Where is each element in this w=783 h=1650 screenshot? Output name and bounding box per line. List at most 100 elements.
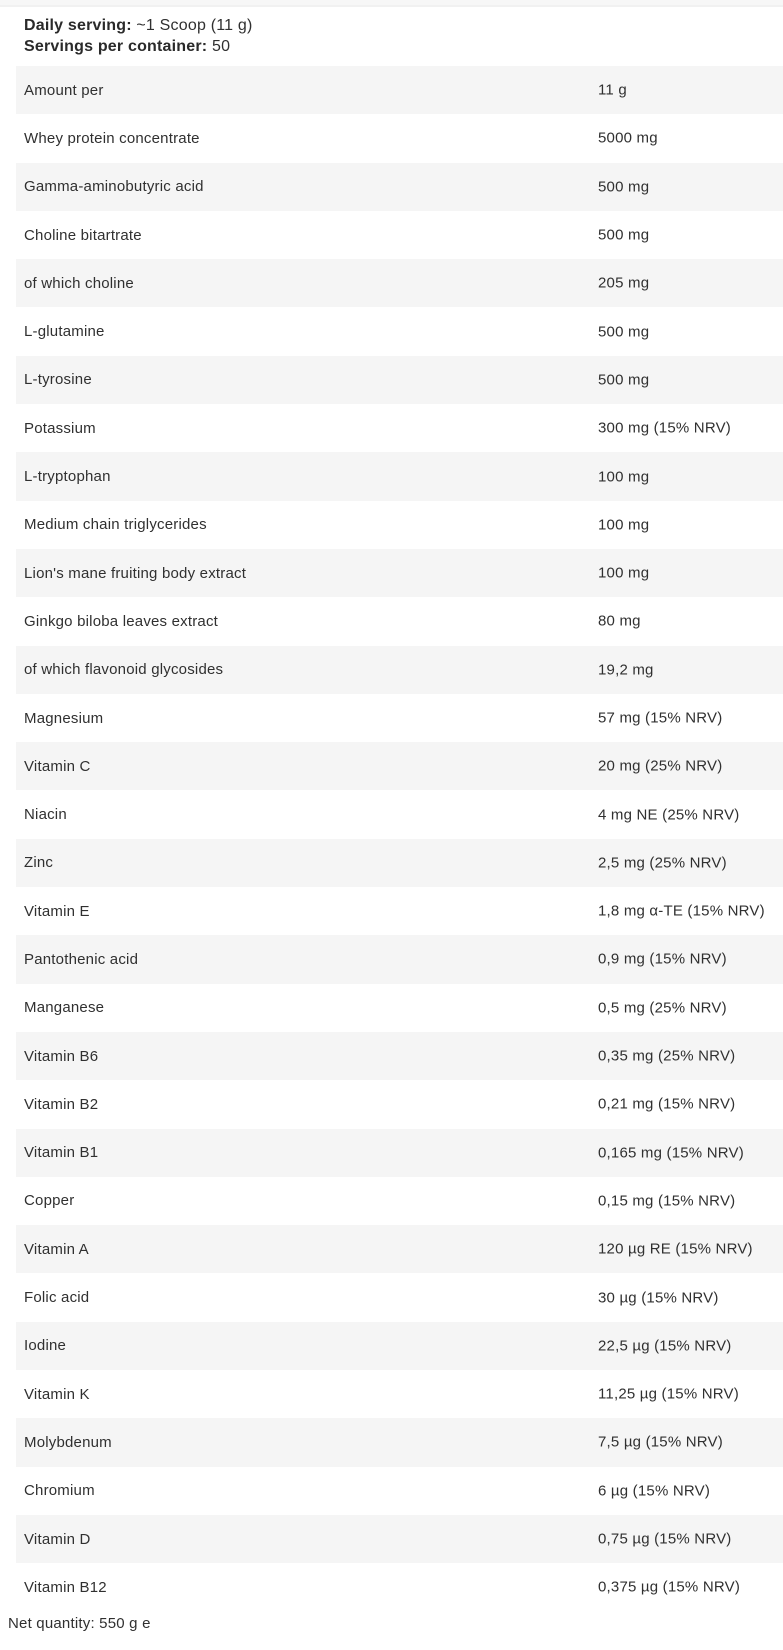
ingredient-name: of which flavonoid glycosides bbox=[24, 661, 224, 679]
ingredient-name: Folic acid bbox=[24, 1289, 90, 1307]
table-row: Vitamin B2 0,21 mg (15% NRV) bbox=[16, 1080, 783, 1129]
ingredient-name: Gamma-aminobutyric acid bbox=[24, 178, 204, 196]
table-row: Pantothenic acid 0,9 mg (15% NRV) bbox=[16, 935, 783, 984]
ingredient-amount: 0,375 µg (15% NRV) bbox=[598, 1578, 741, 1596]
table-row: Choline bitartrate 500 mg bbox=[16, 210, 783, 260]
table-row: Folic acid 30 µg (15% NRV) bbox=[16, 1273, 783, 1322]
table-row: Vitamin E 1,8 mg α-TE (15% NRV) bbox=[16, 887, 783, 936]
table-row: Vitamin A 120 µg RE (15% NRV) bbox=[16, 1225, 783, 1274]
ingredient-name: Copper bbox=[24, 1192, 75, 1210]
ingredient-name: Niacin bbox=[24, 806, 67, 824]
ingredient-amount: 100 mg bbox=[598, 564, 650, 582]
ingredient-name: Vitamin B6 bbox=[24, 1047, 99, 1065]
ingredient-name: Vitamin B2 bbox=[24, 1095, 99, 1113]
ingredient-amount: 0,35 mg (25% NRV) bbox=[598, 1047, 736, 1065]
ingredient-amount: 11,25 µg (15% NRV) bbox=[598, 1385, 739, 1403]
ingredient-name: Pantothenic acid bbox=[24, 950, 139, 968]
ingredient-name: L-tyrosine bbox=[24, 371, 92, 389]
ingredient-amount: 500 mg bbox=[598, 323, 650, 341]
ingredient-amount: 0,21 mg (15% NRV) bbox=[598, 1095, 736, 1113]
ingredient-amount: 22,5 µg (15% NRV) bbox=[598, 1337, 732, 1355]
table-row: Iodine 22,5 µg (15% NRV) bbox=[16, 1321, 783, 1371]
ingredient-amount: 500 mg bbox=[598, 226, 650, 244]
ingredient-name: Choline bitartrate bbox=[24, 226, 142, 244]
table-row: Magnesium 57 mg (15% NRV) bbox=[16, 693, 783, 743]
table-row: Molybdenum 7,5 µg (15% NRV) bbox=[16, 1418, 783, 1467]
ingredient-amount: 7,5 µg (15% NRV) bbox=[598, 1433, 723, 1451]
table-row: Ginkgo biloba leaves extract 80 mg bbox=[16, 597, 783, 646]
table-row: Manganese 0,5 mg (25% NRV) bbox=[16, 983, 783, 1032]
ingredient-name: Vitamin B1 bbox=[24, 1144, 99, 1162]
table-row: Gamma-aminobutyric acid 500 mg bbox=[16, 162, 783, 211]
ingredient-amount: 205 mg bbox=[598, 274, 650, 292]
table-row: Chromium 6 µg (15% NRV) bbox=[16, 1466, 783, 1515]
ingredient-amount: 5000 mg bbox=[598, 129, 658, 147]
ingredient-amount: 0,15 mg (15% NRV) bbox=[598, 1192, 736, 1210]
ingredient-name: Amount per bbox=[24, 81, 104, 99]
table-row: L-tryptophan 100 mg bbox=[16, 452, 783, 501]
ingredient-amount: 11 g bbox=[598, 81, 627, 99]
ingredient-name: Lion's mane fruiting body extract bbox=[24, 564, 247, 582]
ingredient-name: Vitamin E bbox=[24, 902, 90, 920]
ingredient-name: Iodine bbox=[24, 1337, 67, 1355]
top-divider bbox=[0, 0, 783, 7]
table-row: Vitamin B6 0,35 mg (25% NRV) bbox=[16, 1031, 783, 1081]
table-row: Vitamin B1 0,165 mg (15% NRV) bbox=[16, 1128, 783, 1177]
table-row: Lion's mane fruiting body extract 100 mg bbox=[16, 548, 783, 598]
table-row: of which choline 205 mg bbox=[16, 259, 783, 308]
ingredient-amount: 300 mg (15% NRV) bbox=[598, 419, 731, 437]
supplement-table: Amount per 11 g Whey protein concentrate 50… bbox=[16, 66, 783, 1612]
serving-header: Daily serving: ~1 Scoop (11 g) Servings … bbox=[24, 15, 253, 57]
table-row: Potassium 300 mg (15% NRV) bbox=[16, 404, 783, 453]
table-row: Copper 0,15 mg (15% NRV) bbox=[16, 1176, 783, 1226]
daily-serving-label: Daily serving: bbox=[24, 17, 132, 34]
ingredient-amount: 120 µg RE (15% NRV) bbox=[598, 1240, 753, 1258]
ingredient-amount: 30 µg (15% NRV) bbox=[598, 1289, 719, 1307]
table-row: Vitamin C 20 mg (25% NRV) bbox=[16, 742, 783, 791]
daily-serving-line: Daily serving: ~1 Scoop (11 g) bbox=[24, 15, 253, 36]
table-row: L-tyrosine 500 mg bbox=[16, 355, 783, 405]
table-row: Vitamin B12 0,375 µg (15% NRV) bbox=[16, 1563, 783, 1612]
servings-per-container-value: 50 bbox=[211, 38, 231, 55]
ingredient-name: Whey protein concentrate bbox=[24, 129, 200, 147]
table-row: Amount per 11 g bbox=[16, 66, 783, 115]
ingredient-name: Vitamin B12 bbox=[24, 1578, 107, 1596]
ingredient-name: Vitamin C bbox=[24, 757, 91, 775]
ingredient-name: Potassium bbox=[24, 419, 96, 437]
ingredient-amount: 57 mg (15% NRV) bbox=[598, 709, 723, 727]
servings-per-container-label: Servings per container: bbox=[24, 38, 208, 55]
ingredient-amount: 500 mg bbox=[598, 371, 650, 389]
ingredient-amount: 4 mg NE (25% NRV) bbox=[598, 806, 740, 824]
ingredient-name: Vitamin K bbox=[24, 1385, 90, 1403]
ingredient-amount: 0,165 mg (15% NRV) bbox=[598, 1144, 744, 1162]
table-row: Whey protein concentrate 5000 mg bbox=[16, 114, 783, 163]
ingredient-name: Chromium bbox=[24, 1482, 95, 1500]
table-row: L-glutamine 500 mg bbox=[16, 307, 783, 356]
ingredient-amount: 0,9 mg (15% NRV) bbox=[598, 950, 727, 968]
ingredient-amount: 1,8 mg α-TE (15% NRV) bbox=[598, 902, 765, 920]
net-quantity: Net quantity: 550 g e bbox=[8, 1615, 151, 1632]
ingredient-name: Vitamin D bbox=[24, 1530, 91, 1548]
ingredient-name: Magnesium bbox=[24, 709, 104, 727]
ingredient-amount: 500 mg bbox=[598, 178, 650, 196]
ingredient-name: Ginkgo biloba leaves extract bbox=[24, 612, 219, 630]
ingredient-amount: 19,2 mg bbox=[598, 661, 654, 679]
ingredient-amount: 6 µg (15% NRV) bbox=[598, 1482, 711, 1500]
ingredient-amount: 100 mg bbox=[598, 468, 650, 486]
table-row: Vitamin D 0,75 µg (15% NRV) bbox=[16, 1514, 783, 1564]
ingredient-name: of which choline bbox=[24, 274, 134, 292]
ingredient-amount: 100 mg bbox=[598, 516, 650, 534]
ingredient-amount: 20 mg (25% NRV) bbox=[598, 757, 723, 775]
ingredient-name: Zinc bbox=[24, 854, 54, 872]
table-row: of which flavonoid glycosides 19,2 mg bbox=[16, 645, 783, 694]
ingredient-amount: 0,75 µg (15% NRV) bbox=[598, 1530, 732, 1548]
table-row: Vitamin K 11,25 µg (15% NRV) bbox=[16, 1370, 783, 1419]
ingredient-name: L-tryptophan bbox=[24, 468, 111, 486]
servings-per-container-line: Servings per container: 50 bbox=[24, 36, 253, 57]
ingredient-amount: 0,5 mg (25% NRV) bbox=[598, 999, 727, 1017]
ingredient-name: L-glutamine bbox=[24, 323, 105, 341]
ingredient-name: Vitamin A bbox=[24, 1240, 89, 1258]
daily-serving-value: ~1 Scoop (11 g) bbox=[136, 17, 253, 34]
ingredient-amount: 2,5 mg (25% NRV) bbox=[598, 854, 727, 872]
